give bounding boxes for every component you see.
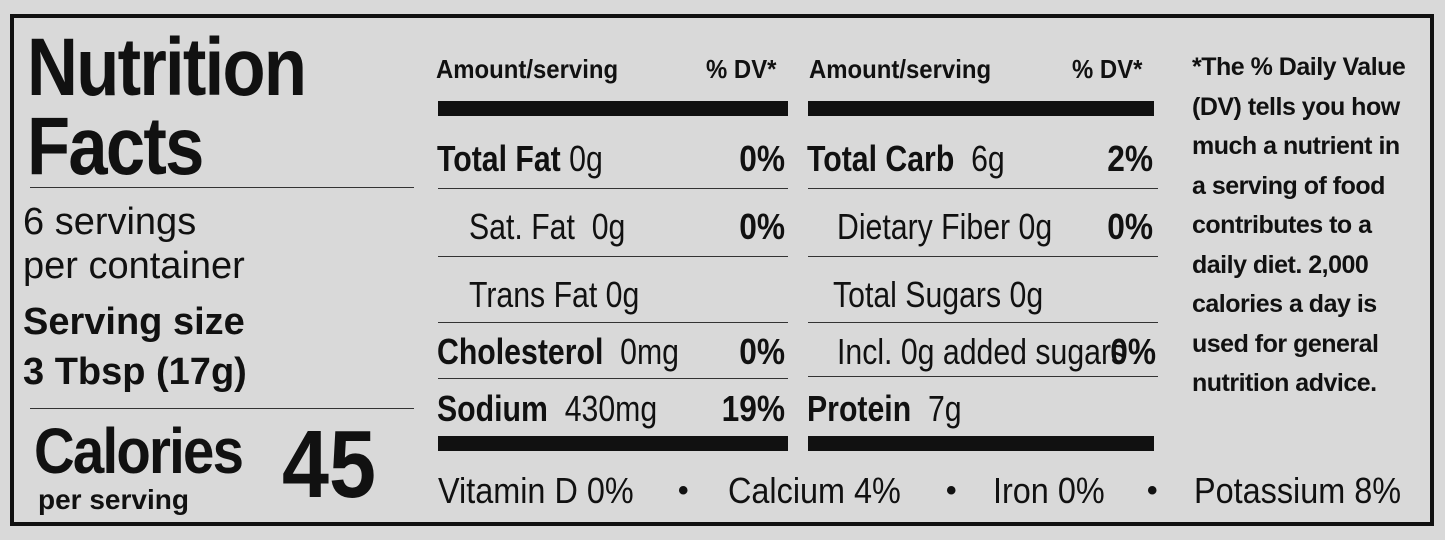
dietary-fiber-row: Dietary Fiber 0g	[837, 206, 1093, 248]
divider	[808, 256, 1158, 257]
nutrient-amount: 430mg	[564, 388, 658, 429]
nutrient-name: Sodium	[437, 388, 548, 429]
calcium: Calcium 4%	[728, 470, 901, 511]
title-line-2: Facts	[27, 101, 204, 192]
right-amount-header: Amount/serving	[809, 54, 992, 84]
total-carb-dv: 2%	[1107, 138, 1153, 179]
servings-per-container-line-1: 6 servings	[23, 201, 197, 243]
nutrient-name: Trans Fat	[469, 274, 598, 315]
divider	[808, 376, 1158, 377]
calories-sublabel: per serving	[38, 484, 189, 515]
nutrient-name: Total Sugars	[833, 274, 1002, 315]
divider	[438, 322, 788, 323]
servings-per-container-line-2: per container	[23, 245, 245, 287]
right-dv-header: % DV*	[1072, 54, 1143, 84]
sat-fat-row: Sat. Fat 0g	[469, 206, 655, 248]
nutrient-amount: 0g	[591, 206, 626, 247]
nutrient-amount: 7g	[927, 388, 962, 429]
nutrient-amount: 0g	[605, 274, 640, 315]
thick-rule	[808, 436, 1154, 451]
divider	[438, 188, 788, 189]
bullet: •	[1147, 474, 1158, 507]
nutrient-name: Total Fat	[437, 138, 561, 179]
cholesterol-row: Cholesterol 0mg	[437, 331, 725, 373]
dietary-fiber-dv: 0%	[1107, 206, 1153, 247]
nutrient-name: Incl. 0g added sugars	[837, 331, 1127, 372]
daily-value-footnote: *The % Daily Value (DV) tells you how mu…	[1192, 53, 1406, 397]
calories-label: Calories	[34, 415, 244, 487]
total-fat-dv: 0%	[739, 138, 785, 179]
left-dv-header: % DV*	[706, 54, 777, 84]
divider	[30, 408, 414, 409]
nutrient-name: Protein	[807, 388, 912, 429]
nutrient-amount: 0g	[1018, 206, 1053, 247]
nutrient-name: Dietary Fiber	[837, 206, 1011, 247]
bullet: •	[678, 474, 689, 507]
bullet: •	[946, 474, 957, 507]
title-line-1: Nutrition	[27, 22, 307, 113]
serving-size-label: Serving size	[23, 301, 245, 343]
thick-rule	[438, 101, 788, 116]
protein-row: Protein 7g	[807, 388, 991, 430]
sat-fat-dv: 0%	[739, 206, 785, 247]
added-sugars-dv: 0%	[1110, 331, 1156, 372]
potassium: Potassium 8%	[1194, 470, 1402, 511]
serving-size-value: 3 Tbsp (17g)	[23, 351, 247, 393]
nutrient-amount: 0mg	[620, 331, 679, 372]
nutrient-name: Total Carb	[807, 138, 955, 179]
nutrient-amount: 0g	[1009, 274, 1044, 315]
sodium-row: Sodium 430mg	[437, 388, 699, 430]
trans-fat-row: Trans Fat 0g	[469, 274, 672, 316]
thick-rule	[438, 436, 788, 451]
divider	[438, 378, 788, 379]
calories-value: 45	[282, 411, 376, 518]
nutrient-amount: 6g	[971, 138, 1005, 179]
divider	[438, 256, 788, 257]
iron: Iron 0%	[993, 470, 1105, 511]
sodium-dv: 19%	[721, 388, 785, 429]
nutrient-name: Sat. Fat	[469, 206, 575, 247]
total-sugars-row: Total Sugars 0g	[833, 274, 1083, 316]
divider	[808, 188, 1158, 189]
total-fat-row: Total Fat 0g	[437, 138, 634, 180]
total-carb-row: Total Carb 6g	[807, 138, 1042, 180]
vitamin-d: Vitamin D 0%	[438, 470, 634, 511]
thick-rule	[808, 101, 1154, 116]
divider	[808, 322, 1158, 323]
nutrient-amount: 0g	[569, 138, 603, 179]
nutrient-name: Cholesterol	[437, 331, 604, 372]
cholesterol-dv: 0%	[739, 331, 785, 372]
left-amount-header: Amount/serving	[436, 54, 619, 84]
added-sugars-row: Incl. 0g added sugars	[837, 331, 1181, 373]
divider	[30, 187, 414, 188]
